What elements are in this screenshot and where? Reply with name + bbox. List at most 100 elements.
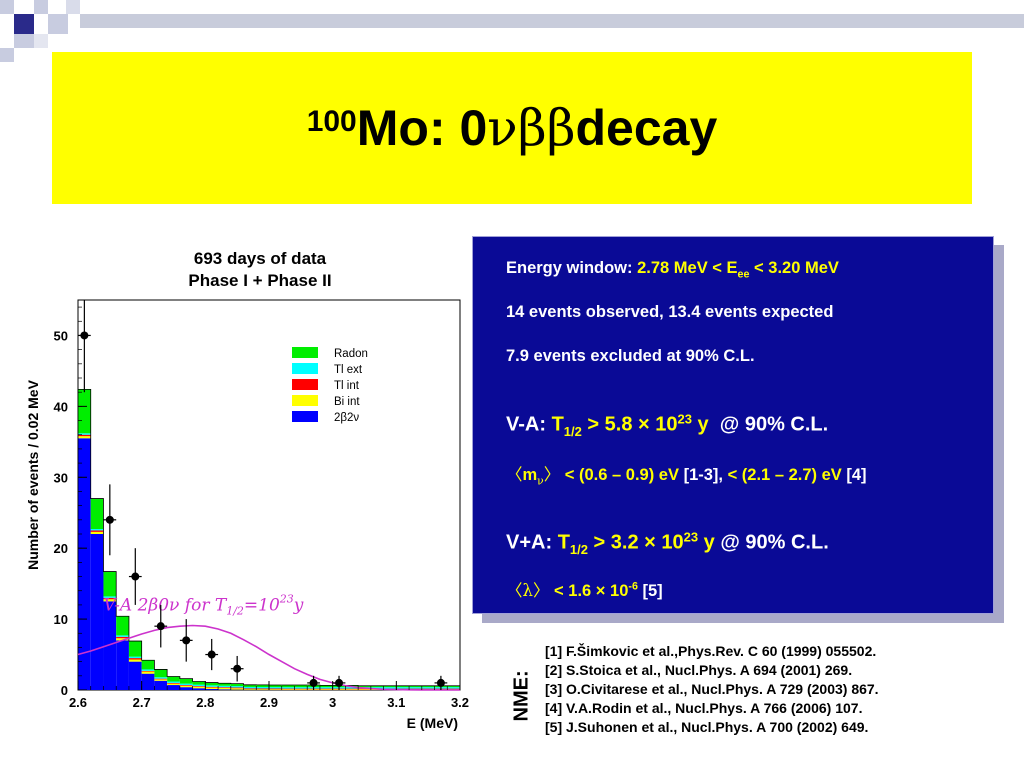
bar-biint (192, 686, 206, 689)
bar-radon (154, 669, 168, 678)
signal-curve-label: V-A 2β0ν for T1/2=1023y (103, 593, 303, 618)
bar-22 (218, 689, 231, 690)
title-greek: νββ (487, 99, 576, 157)
bar-tlext (409, 687, 422, 689)
data-point (436, 678, 445, 687)
x-tick-label: 2.6 (69, 695, 87, 710)
bar-radon (218, 683, 231, 686)
y-tick-label: 10 (54, 612, 68, 627)
data-point (309, 678, 318, 687)
bar-radon (256, 684, 269, 688)
bar-biint (345, 689, 359, 690)
plot-caption-line2: Phase I + Phase II (188, 271, 332, 290)
bar-tlint (141, 670, 155, 672)
reference-item: [4] V.A.Rodin et al., Nucl.Phys. A 766 (… (545, 700, 863, 716)
bar-radon (421, 685, 435, 688)
x-tick-label: 2.8 (196, 695, 214, 710)
reference-item: [5] J.Suhonen et al., Nucl.Phys. A 700 (… (545, 719, 869, 735)
vpa-limit-line: V+A: T1/2 > 3.2 × 1023 y @ 90% C.L. (506, 529, 829, 557)
bar-tlext (383, 687, 397, 689)
bar-tlext (154, 677, 168, 679)
data-point (233, 664, 242, 673)
bar-tlint (230, 687, 244, 689)
legend-swatch (292, 411, 318, 422)
bar-22 (116, 640, 129, 690)
bar-22 (90, 534, 104, 690)
bar-radon (294, 685, 308, 688)
bar-tlext (179, 683, 193, 686)
bar-tlint (192, 686, 206, 687)
bar-radon (243, 684, 257, 687)
corner-decoration (0, 0, 1024, 62)
bar-tlext (370, 687, 384, 689)
data-point (131, 572, 140, 581)
bar-tlext (230, 686, 244, 688)
bar-tlext (256, 687, 269, 689)
bar-tlint (103, 597, 117, 600)
bar-tlext (294, 687, 308, 689)
bar-tlint (409, 688, 422, 690)
bar-tlext (192, 684, 206, 687)
bar-tlint (218, 687, 231, 688)
bar-radon (167, 676, 180, 682)
bar-tlint (116, 636, 129, 639)
bar-tlint (78, 434, 91, 437)
energy-window-line: Energy window: 2.78 MeV < Eee < 3.20 MeV (506, 259, 839, 281)
bar-tlext (167, 681, 180, 683)
bar-biint (269, 689, 282, 690)
legend-swatch (292, 347, 318, 358)
bar-biint (167, 683, 180, 686)
bar-radon (103, 571, 117, 597)
bar-biint (218, 687, 231, 690)
bar-22 (179, 687, 193, 690)
bar-tlext (243, 686, 257, 689)
bar-radon (396, 685, 410, 688)
legend-label: 2β2ν (334, 412, 359, 424)
bar-radon (358, 685, 371, 688)
bar-biint (319, 689, 333, 690)
bar-radon (230, 683, 244, 687)
bar-radon (409, 685, 422, 688)
bar-biint (179, 685, 193, 688)
events-line: 14 events observed, 13.4 events expected (506, 303, 834, 321)
plot-frame (77, 299, 461, 691)
bar-radon (269, 684, 282, 688)
data-point (335, 678, 344, 687)
plot-caption: 693 days of data Phase I + Phase II (150, 248, 370, 292)
x-tick-label: 3.2 (451, 695, 469, 710)
bar-tlint (256, 688, 269, 690)
title-banner: 100 Mo: 0 νββ decay (52, 52, 972, 204)
y-tick-label: 20 (54, 541, 68, 556)
legend-label: Tl int (334, 380, 360, 392)
bar-biint (281, 689, 295, 690)
bar-biint (103, 599, 117, 602)
bar-tlint (345, 688, 359, 690)
bar-tlext (421, 687, 435, 689)
references-list: [1] F.Šimkovic et al.,Phys.Rev. C 60 (19… (545, 642, 879, 737)
data-point (105, 515, 114, 524)
bar-radon (383, 685, 397, 688)
y-tick-label: 50 (54, 328, 68, 343)
bar-biint (128, 659, 142, 662)
x-tick-label: 2.9 (260, 695, 278, 710)
reference-item: [1] F.Šimkovic et al.,Phys.Rev. C 60 (19… (545, 643, 877, 659)
bar-biint (230, 688, 244, 690)
bar-22 (141, 673, 155, 690)
y-tick-label: 0 (61, 683, 68, 698)
data-point (207, 650, 216, 659)
mnu-line: 〈mν〉 < (0.6 – 0.9) eV [1-3], < (2.1 – 2.… (506, 465, 867, 488)
bar-tlext (447, 687, 460, 689)
histogram-outline (77, 388, 460, 690)
legend-label: Radon (334, 348, 368, 360)
bar-radon (447, 685, 460, 688)
bar-biint (154, 679, 168, 681)
bar-tlint (179, 685, 193, 686)
bar-radon (116, 616, 129, 636)
bar-biint (256, 689, 269, 690)
bar-radon (179, 678, 193, 684)
bar-22 (154, 680, 168, 690)
lambda-line: 〈λ〉 < 1.6 × 10-6 [5] (506, 580, 663, 601)
y-tick-label: 30 (54, 470, 68, 485)
bar-tlext (218, 685, 231, 688)
bar-22 (192, 688, 206, 690)
